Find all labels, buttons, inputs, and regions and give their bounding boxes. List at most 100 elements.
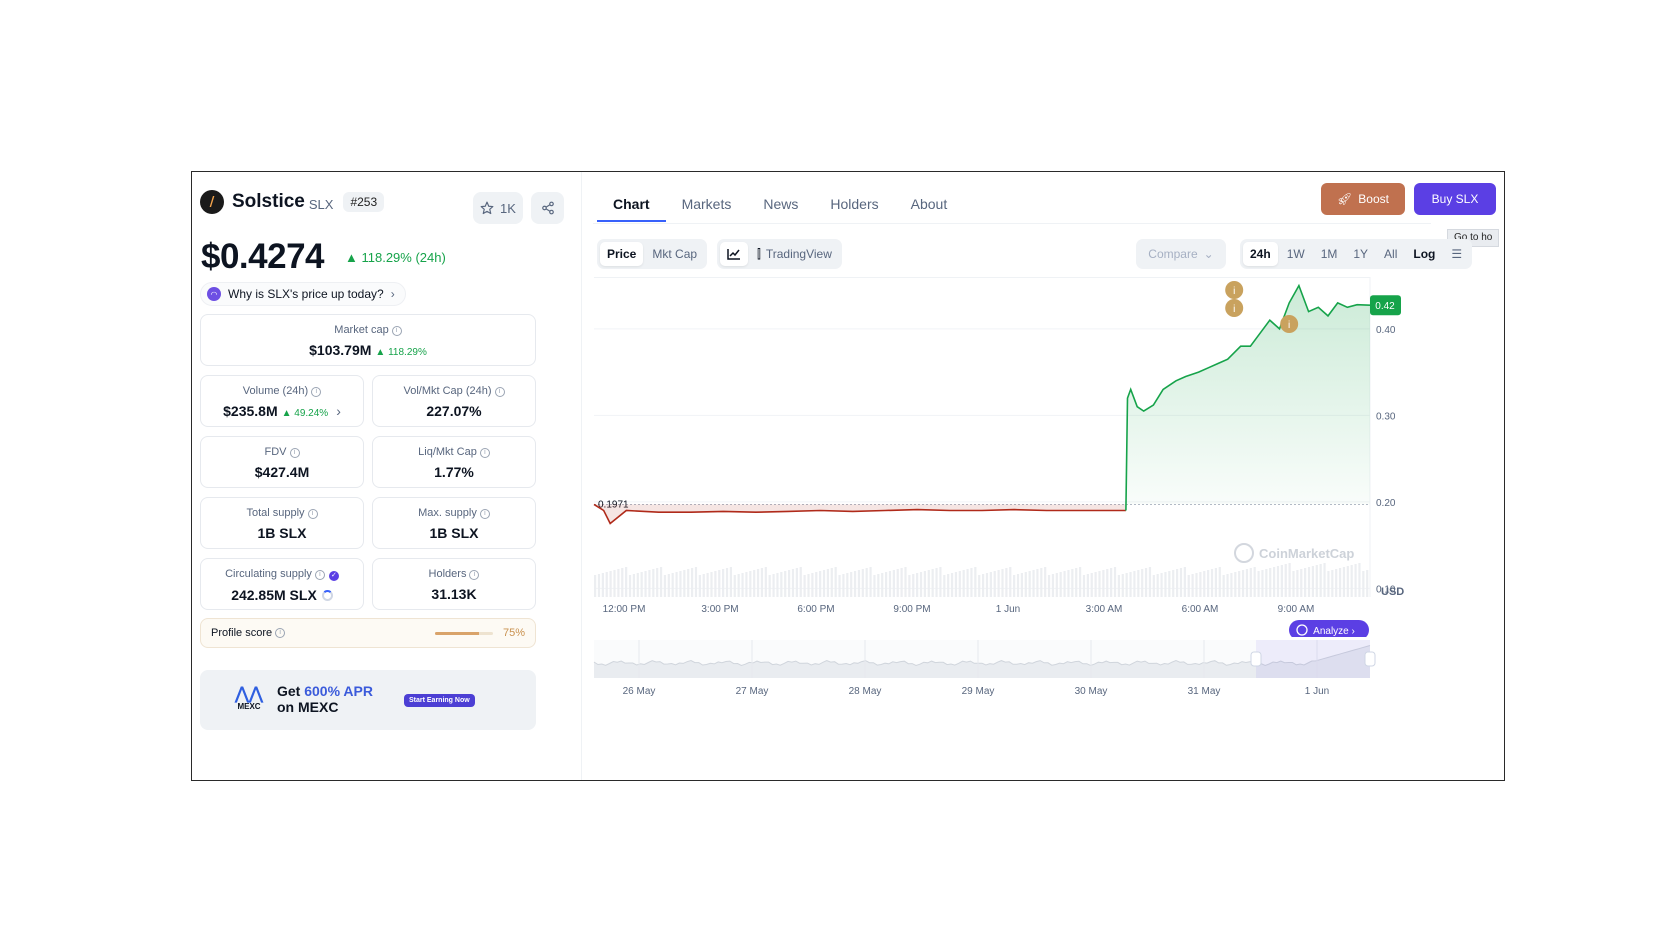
- range-all[interactable]: All: [1384, 247, 1398, 261]
- range-1w[interactable]: 1W: [1286, 247, 1305, 261]
- tab-holders[interactable]: Holders: [830, 196, 879, 212]
- volume-bar: [1024, 572, 1027, 597]
- share-button[interactable]: [531, 192, 564, 224]
- y-tick-label: 0.20: [1376, 498, 1396, 509]
- volume-bar: [1249, 568, 1252, 597]
- ad-cta-button[interactable]: Start Earning Now: [404, 694, 475, 707]
- fdv-card: FDV i $427.4M: [200, 436, 364, 488]
- volume-bar: [733, 575, 736, 597]
- why-price-up-link[interactable]: ◠ Why is SLX's price up today? ›: [200, 282, 406, 306]
- tradingview-label: TradingView: [765, 247, 832, 261]
- volume-bar: [1106, 569, 1109, 597]
- info-icon[interactable]: i: [289, 448, 300, 458]
- boost-button[interactable]: 🚀︎ Boost: [1321, 183, 1405, 215]
- info-icon[interactable]: i: [275, 628, 286, 638]
- volume-bar: [834, 567, 837, 597]
- price-up-area: [1125, 285, 1370, 511]
- profile-score-row[interactable]: Profile score i 75%: [200, 618, 536, 648]
- current-price-label: 0.42: [1375, 301, 1395, 312]
- range-navigator[interactable]: 26 May 27 May 28 May 29 May 30 May 31 May 1 Ju…: [592, 640, 1422, 730]
- volume-bar: [1273, 567, 1276, 597]
- market-cap-card[interactable]: Market cap i $103.79M ▲ 118.29%: [200, 314, 536, 366]
- navigator-tick-label: 30 May: [1075, 686, 1108, 697]
- info-icon[interactable]: i: [494, 387, 505, 397]
- compare-dropdown[interactable]: Compare ⌄: [1136, 239, 1226, 269]
- tradingview-button[interactable]: ⫿ TradingView: [750, 242, 839, 266]
- info-icon[interactable]: i: [314, 570, 325, 580]
- volume-bar: [888, 571, 892, 597]
- compare-label: Compare: [1148, 247, 1198, 261]
- info-icon[interactable]: i: [469, 570, 480, 580]
- profile-score-value: 75%: [502, 627, 525, 639]
- analyze-label[interactable]: Analyze ›: [1313, 626, 1355, 637]
- volume-bar: [1129, 572, 1132, 597]
- volume-bar: [710, 572, 713, 597]
- volume-bar: [993, 571, 996, 597]
- mkt-cap-toggle[interactable]: Mkt Cap: [652, 247, 698, 261]
- volume-bar: [853, 571, 857, 597]
- chevron-right-icon: ›: [390, 287, 395, 301]
- ad-line1-prefix: Get: [277, 683, 305, 699]
- chart-settings-button[interactable]: ☰: [1444, 242, 1469, 266]
- volume-bar: [943, 575, 946, 597]
- coin-price: $0.4274: [201, 237, 325, 276]
- log-toggle[interactable]: Log: [1413, 247, 1436, 261]
- tab-news[interactable]: News: [763, 196, 799, 212]
- volume-bar: [694, 567, 698, 597]
- mexc-ad-banner[interactable]: ⋀⋀ MEXC Get 600% APR on MEXC Start Earni…: [200, 670, 536, 730]
- info-icon[interactable]: i: [479, 448, 490, 458]
- total-supply-card: Total supply i 1B SLX: [200, 497, 364, 549]
- volume-bar: [768, 575, 771, 597]
- holders-card[interactable]: Holders i 31.13K: [372, 558, 536, 610]
- volume-bar: [722, 569, 725, 597]
- range-1m[interactable]: 1M: [1320, 247, 1338, 261]
- ai-icon: ◠: [207, 287, 221, 301]
- volume-bar: [597, 574, 601, 597]
- navigator-tick-label: 1 Jun: [1305, 686, 1329, 697]
- range-1y[interactable]: 1Y: [1353, 247, 1369, 261]
- volume-bar: [966, 569, 969, 597]
- navigator-selection[interactable]: [1256, 640, 1370, 678]
- volume-bar: [1125, 573, 1128, 597]
- info-icon[interactable]: i: [479, 509, 490, 519]
- volume-bar: [1117, 575, 1120, 597]
- volume-bar: [788, 570, 791, 597]
- volume-bar: [698, 575, 701, 597]
- range-24h[interactable]: 24h: [1243, 242, 1278, 266]
- info-icon[interactable]: i: [307, 509, 318, 519]
- tab-markets[interactable]: Markets: [681, 196, 732, 212]
- volume-bar: [1280, 565, 1283, 597]
- navigator-handle-left[interactable]: [1250, 651, 1262, 667]
- watermark: CoinMarketCap: [1259, 546, 1354, 561]
- navigator-handle-right[interactable]: [1364, 651, 1376, 667]
- info-icon[interactable]: i: [391, 326, 402, 336]
- mexc-logo-text: MEXC: [237, 702, 261, 711]
- vol-mkt-cap-value: 227.07%: [426, 403, 482, 419]
- volume-bar: [1331, 570, 1334, 597]
- buy-button[interactable]: Buy SLX: [1414, 183, 1496, 215]
- rank-badge: #253: [343, 192, 385, 212]
- volume-bar: [982, 574, 985, 597]
- line-chart-button[interactable]: [720, 242, 748, 266]
- price-chart[interactable]: 0.400.300.200.100.19710.42iiiCoinMarketC…: [592, 277, 1422, 637]
- volume-card[interactable]: Volume (24h) i $235.8M ▲ 49.24% ›: [200, 375, 364, 427]
- volume-bar: [729, 567, 732, 597]
- baseline-label: 0.1971: [598, 499, 629, 510]
- total-supply-label: Total supply: [246, 507, 305, 519]
- volume-bar: [1319, 564, 1322, 597]
- volume-bar: [675, 572, 678, 597]
- volume-bar: [1075, 568, 1078, 597]
- watchlist-button[interactable]: 1K: [473, 192, 523, 224]
- boost-label: Boost: [1358, 192, 1389, 206]
- volume-bar: [1230, 573, 1233, 597]
- info-icon[interactable]: i: [311, 387, 322, 397]
- tab-about[interactable]: About: [910, 196, 948, 212]
- volume-bar: [714, 571, 717, 597]
- volume-label: Volume (24h): [242, 385, 309, 397]
- volume-bar: [702, 574, 705, 597]
- tab-chart[interactable]: Chart: [597, 188, 666, 222]
- coin-symbol: SLX: [308, 196, 334, 212]
- volume-bar: [687, 569, 690, 597]
- volume-bar: [652, 569, 655, 597]
- price-toggle[interactable]: Price: [600, 242, 644, 266]
